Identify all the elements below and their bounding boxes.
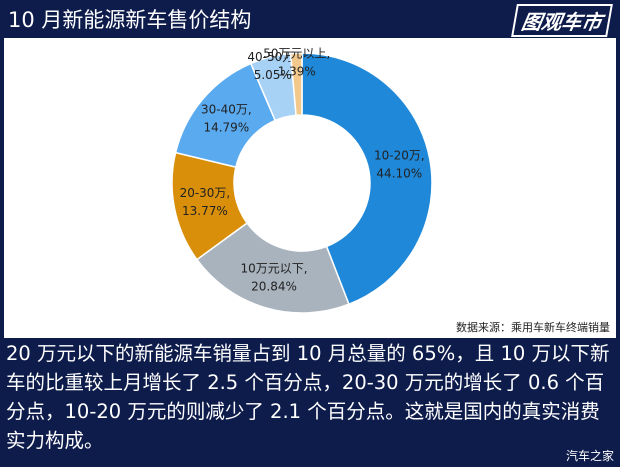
slice-value-label: 44.10% (376, 166, 422, 180)
slice-category: 40-50万, (247, 50, 298, 64)
slice-value-label: 20.84% (251, 279, 297, 293)
slice (289, 52, 303, 117)
description: 20 万元以下的新能源车销量占到 10 月总量的 65%，且 10 万以下新车的… (6, 342, 610, 452)
logo: 图观车市 (511, 4, 613, 37)
chart: 数据来源：乘用车新车终端销量 10-20万, 44.10% 10万元以下, 20.84… (4, 38, 616, 338)
slice-value-label: 5.05% (254, 68, 292, 82)
title: 10 月新能源新车售价结构 (8, 8, 252, 32)
slice (301, 52, 433, 306)
slice-category: 10万元以下, (241, 261, 308, 275)
slice-category: 10-20万, (374, 148, 425, 162)
watermark: 汽车之家 (565, 449, 614, 463)
slice (195, 221, 350, 314)
slice-value-label: 1.39% (278, 65, 316, 79)
source: 数据来源：乘用车新车终端销量 (456, 320, 610, 334)
slice-value-label: 13.77% (182, 204, 228, 218)
slice-category: 20-30万, (180, 186, 231, 200)
slice-category: 30-40万, (201, 103, 252, 117)
slice-category: 50万元以上, (263, 47, 330, 61)
slice-value-label: 14.79% (203, 121, 249, 135)
